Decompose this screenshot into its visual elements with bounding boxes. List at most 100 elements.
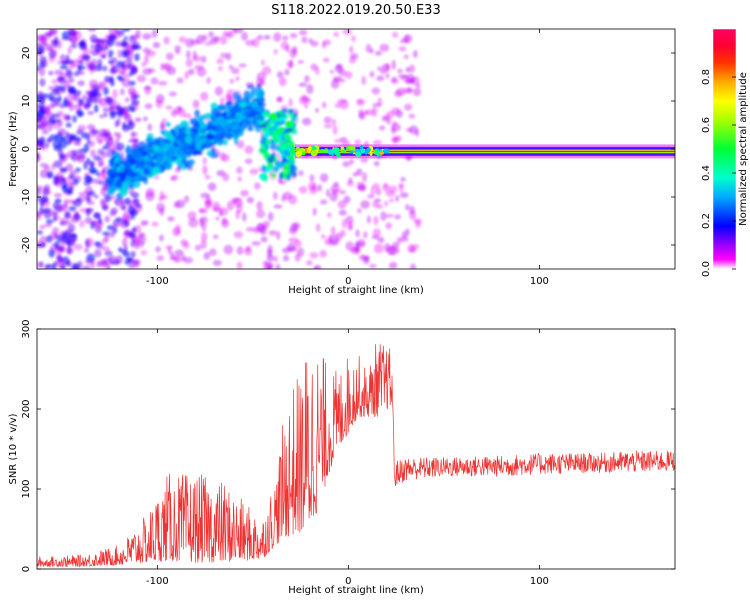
- spectrogram-cell: [334, 102, 342, 109]
- spectrogram-cell: [260, 123, 268, 129]
- spectrogram-cell: [270, 112, 278, 121]
- spectrogram-cell: [233, 231, 244, 239]
- spectrogram-cell: [323, 116, 332, 124]
- spectrogram-cell: [51, 113, 60, 118]
- spectrogram-cell: [275, 96, 284, 103]
- spectrogram-cell: [121, 184, 129, 193]
- spectrogram-cell: [238, 101, 247, 108]
- spectrogram-cell: [167, 216, 175, 222]
- spectrogram-cell: [135, 29, 141, 38]
- spectrogram-cell: [155, 98, 163, 109]
- spectrogram-cell: [409, 125, 418, 135]
- spectrogram-cell: [145, 187, 155, 198]
- spectrogram-cell: [409, 205, 415, 215]
- spectrogram-cell: [109, 112, 117, 119]
- spectrogram-cell: [233, 29, 244, 34]
- spectrogram-cell: [127, 200, 136, 208]
- carrier-onset-cell: [366, 147, 371, 153]
- spectrogram-cell: [395, 87, 406, 96]
- spectrogram-cell: [56, 254, 62, 261]
- spectrogram-cell: [273, 204, 283, 209]
- spectrogram-cell: [94, 249, 102, 258]
- spectrogram-cell: [251, 122, 259, 128]
- spectrogram-cell: [58, 154, 68, 163]
- spectrogram-cell: [90, 222, 95, 230]
- spectrogram-cell: [195, 141, 202, 151]
- spectrogram-cell: [373, 161, 380, 167]
- spectrogram-cell: [226, 123, 235, 129]
- spectrogram-cell: [101, 54, 107, 59]
- spectrogram-cell: [57, 85, 66, 91]
- spectrogram-cell: [292, 222, 301, 230]
- spectrogram-cell: [58, 139, 67, 149]
- spectrogram-cell: [319, 173, 329, 183]
- spectrogram-cell: [199, 122, 208, 129]
- spectrogram-cell: [260, 236, 268, 243]
- spectrogram-cell: [127, 170, 136, 178]
- spectrogram-cell: [151, 29, 158, 39]
- spectrogram-cell: [37, 34, 45, 42]
- spectrogram-cell: [370, 186, 375, 197]
- spectrogram-cell: [115, 198, 124, 207]
- spectrogram-cell: [216, 125, 223, 135]
- spectrogram-cell: [63, 113, 70, 121]
- spectrogram-cell: [255, 209, 266, 219]
- spectrogram-cell: [369, 48, 374, 54]
- spectrogram-cell: [100, 259, 107, 266]
- spectrogram-cell: [177, 135, 186, 143]
- spectrogram-cell: [173, 201, 181, 209]
- spectrogram-cell: [200, 91, 209, 101]
- spectrogram-cell: [108, 106, 115, 115]
- spectrogram-cell: [222, 30, 233, 36]
- spectrogram-cell: [68, 133, 74, 142]
- spectrogram-cell: [86, 192, 91, 202]
- spectrogram-cell: [415, 83, 421, 89]
- colorbar-ticks: 0.0 0.2 0.4 0.6 0.8: [701, 69, 736, 277]
- spectrogram-cell: [338, 209, 347, 216]
- spectrogram-cell: [72, 178, 79, 186]
- spectrogram-cell: [74, 212, 80, 219]
- y-tick-label: -20: [21, 237, 32, 253]
- spectrogram-cell: [356, 208, 362, 214]
- spectrogram-cell: [185, 38, 195, 48]
- spectrogram-cell: [240, 189, 249, 197]
- spectrogram-cell: [167, 163, 172, 169]
- spectrogram-cell: [288, 194, 298, 205]
- spectrogram-cell: [116, 142, 125, 151]
- spectrogram-cell: [315, 66, 320, 76]
- spectrogram-cell: [37, 101, 46, 109]
- spectrogram-cell: [400, 177, 406, 182]
- colorbar-gradient: [713, 29, 736, 269]
- spectrogram-cell: [73, 71, 80, 77]
- spectrogram-cell: [51, 79, 58, 84]
- spectrogram-cell: [194, 109, 200, 118]
- spectrogram-cell: [107, 49, 114, 57]
- spectrogram-cell: [102, 107, 110, 112]
- spectrogram-cell: [86, 253, 96, 263]
- spectrogram-cell: [73, 243, 83, 251]
- spectrogram-cell: [177, 105, 182, 111]
- spectrogram-cell: [39, 78, 46, 87]
- spectrogram-cell: [150, 77, 159, 85]
- spectrogram-cell: [128, 80, 136, 86]
- spectrogram-cell: [44, 142, 50, 148]
- spectrogram-cell: [96, 260, 101, 268]
- spectrogram-cell: [116, 159, 124, 166]
- spectrogram-cell: [271, 125, 279, 132]
- spectrogram-cell: [111, 57, 118, 64]
- spectrogram-cell: [282, 35, 289, 41]
- spectrogram-cell: [280, 41, 289, 50]
- spectrogram-cell: [101, 168, 107, 175]
- spectrogram-cell: [339, 189, 346, 195]
- spectrogram-cell: [322, 57, 330, 63]
- spectrogram-cell: [56, 60, 62, 65]
- spectrogram-cell: [127, 232, 136, 238]
- spectrogram-cell: [119, 205, 126, 211]
- spectrogram-cell: [101, 65, 108, 72]
- spectrogram-blobs: [37, 29, 422, 269]
- spectrogram-cell: [134, 117, 142, 123]
- spectrogram-cell: [333, 31, 339, 37]
- spectrogram-cell: [149, 149, 155, 154]
- spectrogram-cell: [66, 99, 74, 107]
- spectrogram-cell: [94, 212, 101, 219]
